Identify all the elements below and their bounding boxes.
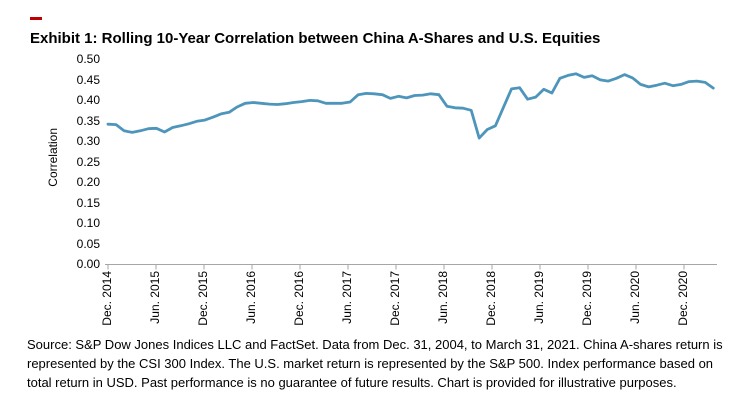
plot-area: [105, 72, 717, 270]
y-tick-label: 0.05: [76, 236, 100, 251]
x-tick-label: Dec. 2017: [388, 271, 402, 326]
source-note-line: represented by the CSI 300 Index. The U.…: [27, 356, 714, 371]
y-tick-label: 0.25: [76, 154, 100, 169]
source-note-line: Source: S&P Dow Jones Indices LLC and Fa…: [27, 337, 723, 352]
x-tick-label: Dec. 2019: [580, 271, 594, 326]
source-note: Source: S&P Dow Jones Indices LLC and Fa…: [27, 335, 756, 392]
y-tick-label: 0.00: [76, 257, 100, 271]
y-tick-label: 0.30: [76, 134, 100, 148]
x-tick-label: Dec. 2015: [196, 271, 210, 326]
x-tick-label: Dec. 2020: [676, 271, 690, 326]
y-tick-label: 0.50: [76, 52, 100, 66]
x-tick-label: Jun. 2017: [340, 271, 354, 324]
correlation-line: [106, 72, 715, 140]
x-tick-label: Jun. 2015: [148, 271, 162, 324]
y-tick-label: 0.20: [76, 175, 100, 189]
red-accent-dash: [30, 17, 42, 20]
y-tick-label: 0.45: [76, 72, 100, 87]
y-tick-label: 0.40: [76, 93, 100, 107]
source-note-line: total return in USD. Past performance is…: [27, 375, 677, 390]
x-tick-label: Dec. 2014: [100, 271, 114, 326]
x-tick-label: Jun. 2019: [532, 271, 546, 324]
x-tick-label: Jun. 2018: [436, 271, 450, 324]
y-tick-label: 0.10: [76, 216, 100, 230]
x-tick-label: Jun. 2016: [244, 271, 258, 324]
y-tick-label: 0.15: [76, 195, 100, 210]
y-tick-label: 0.35: [76, 113, 100, 128]
x-tick-label: Jun. 2020: [628, 271, 642, 324]
chart-title: Exhibit 1: Rolling 10-Year Correlation b…: [30, 30, 601, 47]
x-tick-label: Dec. 2016: [292, 271, 306, 326]
x-tick-label: Dec. 2018: [484, 271, 498, 326]
